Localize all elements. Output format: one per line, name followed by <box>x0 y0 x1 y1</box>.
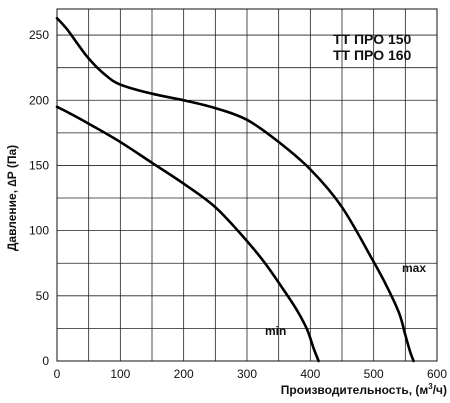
x-tick-label: 300 <box>237 367 257 381</box>
tick-labels: 0 100 200 300 400 500 600 0 50 100 150 200 250 <box>29 28 447 381</box>
x-axis-title-tail: /ч) <box>433 383 447 397</box>
x-axis-title: Производительность, (м3/ч) <box>281 382 447 397</box>
x-axis-title-sup: 3 <box>428 382 433 391</box>
x-axis-title-main: Производительность, (м <box>281 383 429 397</box>
series-line-min <box>55 105 320 363</box>
x-tick-label: 200 <box>174 367 194 381</box>
y-tick-label: 0 <box>42 354 49 368</box>
y-tick-label: 50 <box>36 289 50 303</box>
series-line-max <box>55 16 415 363</box>
x-tick-label: 500 <box>364 367 384 381</box>
y-tick-label: 150 <box>29 158 49 172</box>
y-axis-title: Давление, ∆P (Па) <box>5 145 19 251</box>
x-tick-label: 100 <box>110 367 130 381</box>
y-tick-label: 250 <box>29 28 49 42</box>
y-tick-label: 200 <box>29 93 49 107</box>
model-label-2: ТТ ПРО 160 <box>333 47 412 63</box>
x-tick-label: 0 <box>54 367 61 381</box>
y-tick-label: 100 <box>29 224 49 238</box>
plot-frame <box>56 8 438 362</box>
curves <box>55 16 415 363</box>
x-tick-label: 600 <box>427 367 447 381</box>
series-label-max: max <box>402 261 426 275</box>
x-tick-label: 400 <box>300 367 320 381</box>
model-label-1: ТТ ПРО 150 <box>333 31 412 47</box>
series-label-min: min <box>265 324 286 338</box>
